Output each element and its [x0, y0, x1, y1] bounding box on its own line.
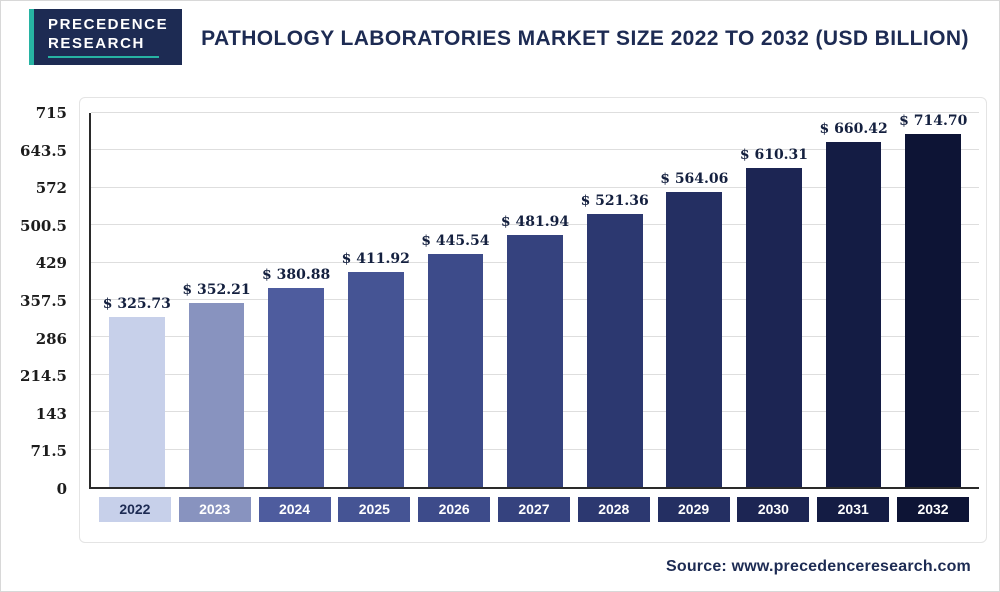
- x-axis-label-2027: 2027: [497, 497, 570, 522]
- x-axis-label-2031: 2031: [817, 497, 890, 522]
- bar-slot: $ 564.06: [654, 113, 734, 487]
- bar-slot: $ 521.36: [575, 113, 655, 487]
- bar-2024: [268, 287, 324, 487]
- x-axis-label-2029: 2029: [657, 497, 730, 522]
- x-label-slot: 2028: [574, 497, 654, 522]
- x-axis-label-2025: 2025: [338, 497, 411, 522]
- bar-value-label: $ 521.36: [580, 193, 649, 210]
- bar-slot: $ 352.21: [177, 113, 257, 487]
- x-axis-label-2022: 2022: [98, 497, 171, 522]
- bar-value-label: $ 481.94: [500, 213, 570, 230]
- precedence-research-logo: PRECEDENCE RESEARCH: [29, 9, 183, 65]
- bar-slot: $ 714.70: [893, 113, 973, 487]
- logo-accent-underline: [48, 56, 159, 59]
- chart-frame: [79, 97, 987, 543]
- x-label-slot: 2032: [893, 497, 973, 522]
- bar-2028: [586, 214, 643, 487]
- x-label-slot: 2029: [654, 497, 734, 522]
- plot-area: $ 325.73 $ 352.21 $ 380.88 $ 411.92 $ 445.54…: [89, 112, 979, 489]
- bar-value-label: $ 610.31: [739, 146, 809, 163]
- bar-slot: $ 380.88: [256, 113, 336, 487]
- bar-value-label: $ 445.54: [421, 232, 490, 249]
- x-axis-label-2028: 2028: [577, 497, 650, 522]
- x-label-slot: 2022: [95, 497, 175, 522]
- bar-2026: [427, 253, 484, 487]
- bar-value-label: $ 714.70: [899, 113, 968, 129]
- x-label-slot: 2031: [813, 497, 893, 522]
- y-tick-label: 572: [35, 179, 67, 198]
- x-axis-label-2024: 2024: [258, 497, 331, 522]
- x-label-slot: 2027: [494, 497, 574, 522]
- logo-line-2: RESEARCH: [48, 34, 145, 52]
- x-label-slot: 2023: [175, 497, 255, 522]
- x-axis-labels: 2022 2023 2024 2025 2026 2027 2028 2029 2030 2031…: [89, 497, 979, 522]
- y-tick-label: 500.5: [20, 216, 67, 235]
- bar-2032: [905, 134, 962, 487]
- x-label-slot: 2026: [414, 497, 494, 522]
- y-tick-label: 71.5: [30, 442, 67, 461]
- y-tick-label: 143: [35, 404, 67, 423]
- y-tick-label: 286: [35, 329, 67, 348]
- y-tick-label: 0: [56, 480, 67, 498]
- y-tick-label: 357.5: [20, 292, 67, 310]
- bar-2031: [825, 141, 882, 487]
- source-text: Source: www.precedenceresearch.com: [665, 558, 971, 575]
- bar-value-label: $ 380.88: [262, 266, 331, 283]
- bars-row: $ 325.73 $ 352.21 $ 380.88 $ 411.92 $ 445.54…: [91, 113, 979, 487]
- bar-value-label: $ 325.73: [102, 295, 171, 312]
- x-axis-label-2023: 2023: [178, 497, 251, 522]
- y-axis-labels: 0 71.5 143 214.5 286 357.5 429 500.5 572 643.5 715: [1, 104, 81, 498]
- x-axis-label-2030: 2030: [737, 497, 810, 522]
- y-tick-label: 715: [35, 104, 67, 122]
- bar-value-label: $ 660.42: [819, 120, 888, 137]
- gridline: [91, 186, 979, 188]
- bar-slot: $ 445.54: [416, 113, 496, 487]
- x-label-slot: 2024: [255, 497, 335, 522]
- x-label-slot: 2030: [734, 497, 814, 522]
- logo-line-1: PRECEDENCE: [48, 15, 169, 33]
- y-tick-label: 643.5: [20, 141, 67, 160]
- x-axis-label-2032: 2032: [897, 497, 970, 522]
- gridline: [91, 224, 979, 226]
- bar-slot: $ 325.73: [97, 113, 177, 487]
- y-tick-label: 214.5: [20, 367, 67, 386]
- bar-value-label: $ 352.21: [182, 281, 251, 298]
- bar-slot: $ 660.42: [814, 113, 894, 487]
- bar-2025: [347, 271, 404, 487]
- bar-value-label: $ 564.06: [660, 170, 729, 187]
- chart-title: PATHOLOGY LABORATORIES MARKET SIZE 2022 …: [201, 27, 969, 50]
- bar-2029: [666, 191, 723, 487]
- gridline: [91, 112, 979, 113]
- y-tick-label: 429: [35, 254, 67, 273]
- bar-2030: [746, 167, 802, 487]
- gridline: [91, 149, 979, 151]
- bar-2022: [108, 316, 165, 487]
- bar-2027: [507, 234, 563, 487]
- bar-slot: $ 411.92: [336, 113, 416, 487]
- bar-2023: [188, 302, 245, 487]
- bar-slot: $ 610.31: [734, 113, 814, 487]
- x-label-slot: 2025: [334, 497, 414, 522]
- bar-slot: $ 481.94: [495, 113, 575, 487]
- bar-value-label: $ 411.92: [341, 250, 410, 267]
- x-axis-label-2026: 2026: [418, 497, 491, 522]
